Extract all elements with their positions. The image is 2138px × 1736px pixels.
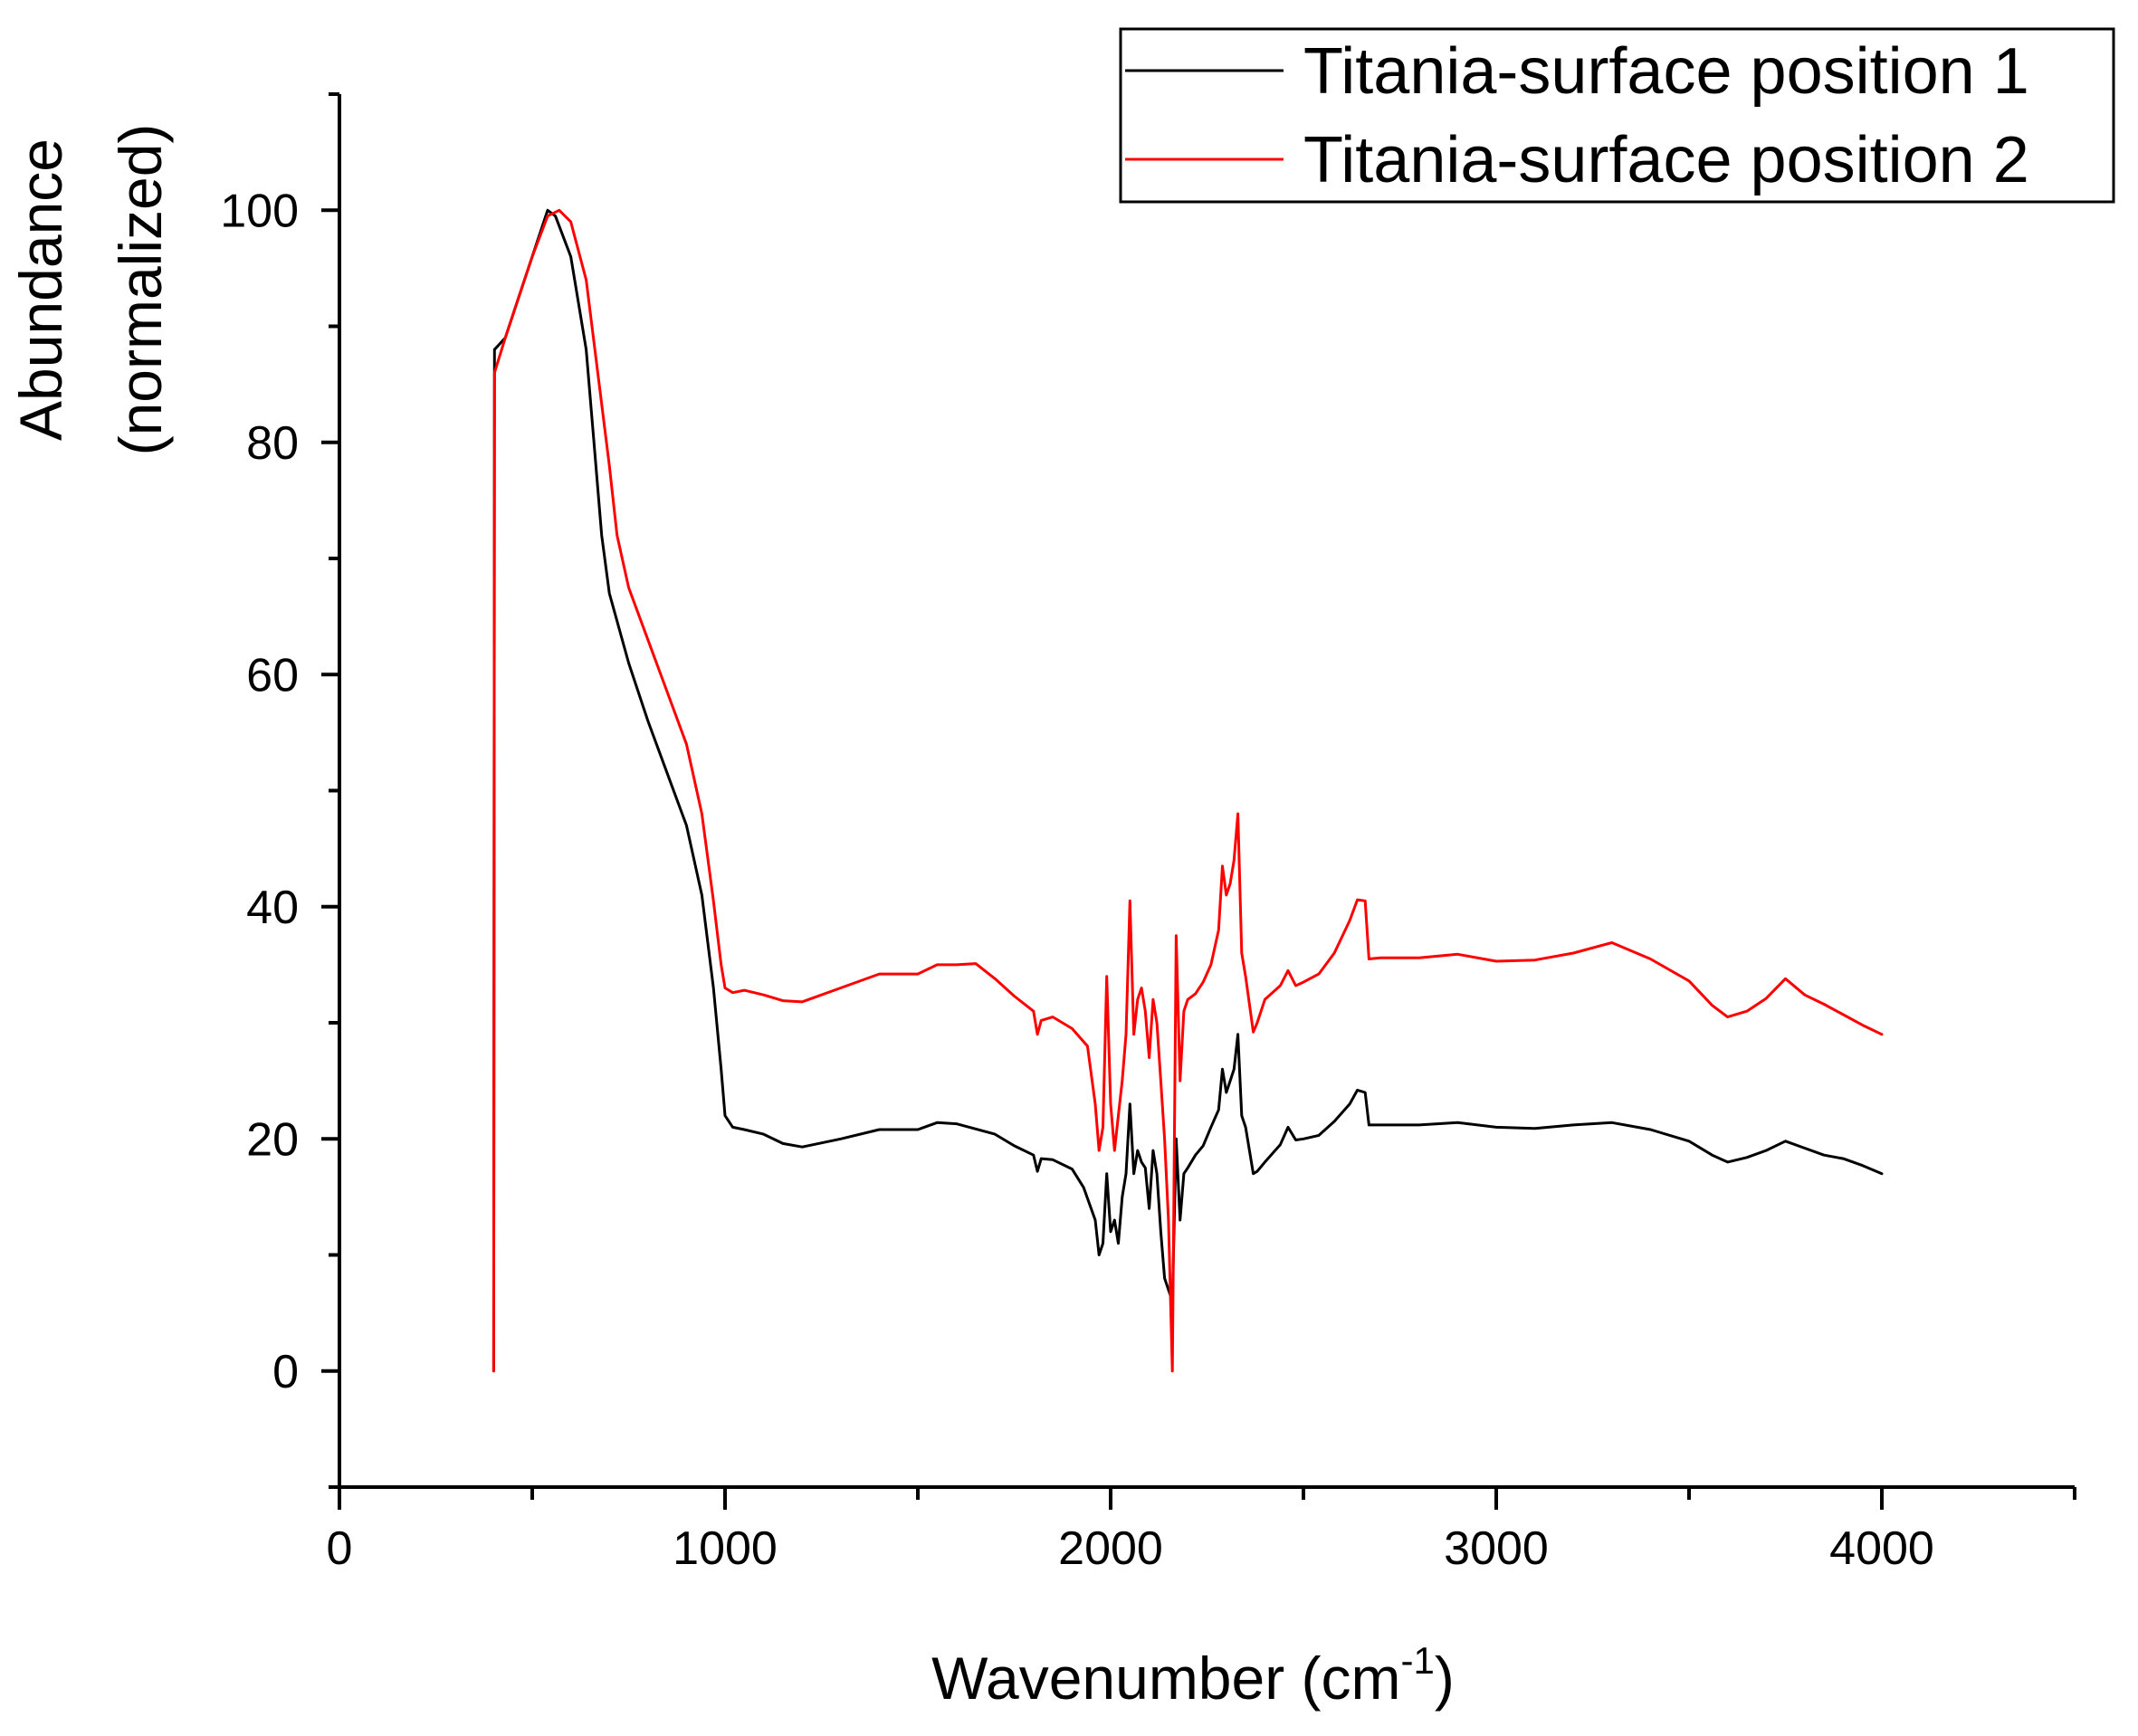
x-axis-title-superscript: -1 (1401, 1639, 1435, 1682)
series-layer (492, 208, 1884, 1373)
x-tick-label: 4000 (1829, 1522, 1934, 1575)
y-tick-label: 80 (246, 417, 299, 470)
legend-label-series-2: Titania-surface position 2 (1303, 124, 2029, 196)
legend-label-series-1: Titania-surface position 1 (1303, 35, 2029, 108)
legend: Titania-surface position 1 Titania-surfa… (1119, 27, 2115, 204)
y-tick-label: 40 (246, 882, 299, 934)
y-ticks: 0 20 40 60 80 100 (220, 92, 339, 1489)
x-axis-title-close: ) (1435, 1645, 1455, 1712)
legend-box (1119, 27, 2115, 204)
y-axis-title-2: (normalized) (107, 124, 174, 456)
y-tick-label: 100 (220, 185, 299, 237)
x-tick-label: 1000 (673, 1522, 778, 1575)
y-tick-label: 0 (272, 1346, 299, 1398)
y-tick-label: 60 (246, 649, 299, 701)
x-tick-label: 2000 (1058, 1522, 1163, 1575)
y-axis-title-line1: Abundance (7, 138, 74, 441)
x-axis-title-main: Wavenumber (cm (931, 1645, 1400, 1712)
series-line-1 (492, 208, 1884, 1373)
y-axis-title: Abundance (7, 138, 74, 441)
y-tick-label: 20 (246, 1113, 299, 1166)
y-axis-title-line2: (normalized) (107, 124, 174, 456)
x-tick-label: 3000 (1444, 1522, 1549, 1575)
x-ticks: 0 1000 2000 3000 4000 (327, 1487, 2076, 1575)
x-axis-title: Wavenumber (cm-1) (931, 1639, 1455, 1712)
series-line-2 (492, 208, 1884, 1373)
x-tick-label: 0 (327, 1522, 353, 1575)
